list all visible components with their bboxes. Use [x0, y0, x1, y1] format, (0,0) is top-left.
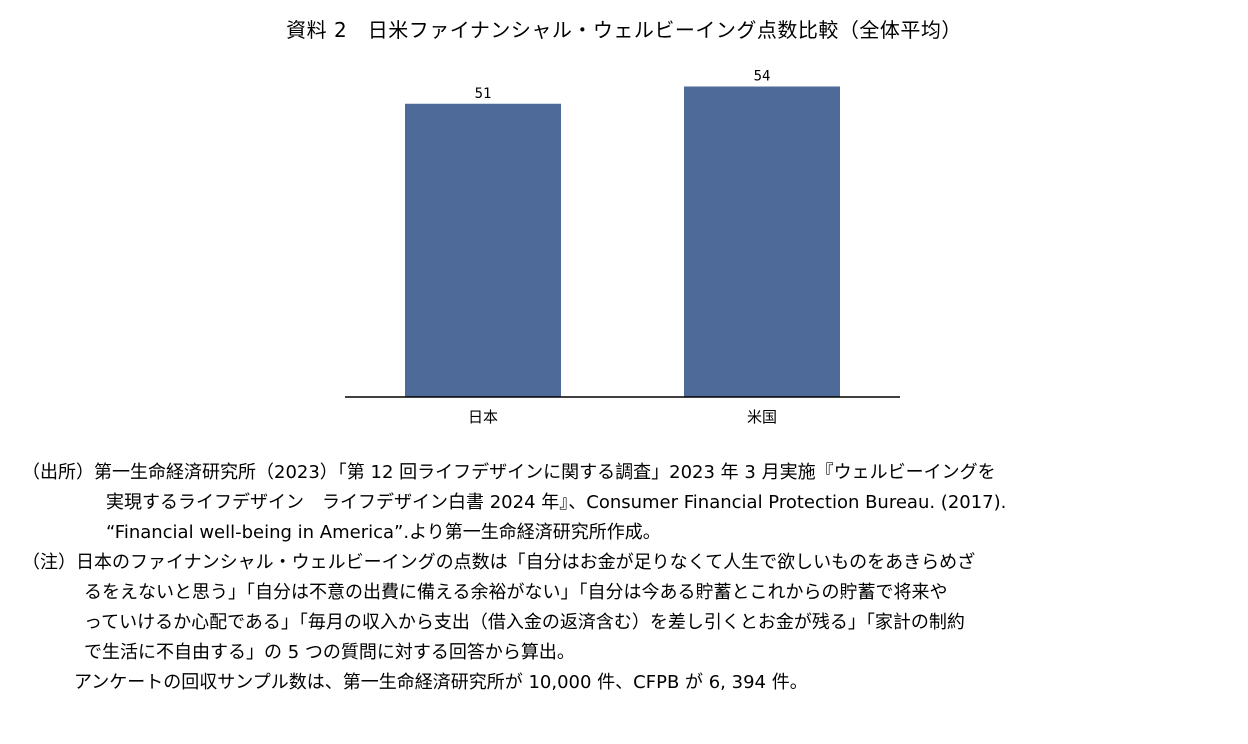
data-label-2: 54 [754, 69, 771, 85]
notes-section: （出所）第一生命経済研究所（2023）「第 12 回ライフデザインに関する調査」… [22, 458, 1232, 698]
note-line-2: るをえないと思う」「自分は不意の出費に備える余裕がない」「自分は今ある貯蓄とこれ… [84, 582, 948, 603]
source-line-3: “Financial well-being in America”.より第一生命… [106, 522, 661, 543]
sample-count-line: アンケートの回収サンプル数は、第一生命経済研究所が 10,000 件、CFPB … [74, 672, 808, 693]
category-label-2: 米国 [747, 408, 777, 426]
source-line-2: 実現するライフデザイン ライフデザイン白書 2024 年』、Consumer F… [106, 492, 1007, 513]
category-label-1: 日本 [468, 408, 498, 426]
note-line-4: で生活に不自由する」の 5 つの質問に対する回答から算出。 [84, 642, 575, 663]
source-line-1: （出所）第一生命経済研究所（2023）「第 12 回ライフデザインに関する調査」… [22, 462, 996, 483]
bar-1 [405, 103, 561, 397]
bars-group [405, 86, 840, 397]
labels-group: 51 日本 54 米国 [468, 69, 777, 427]
bar-2 [684, 86, 840, 397]
bar-chart: 51 日本 54 米国 [345, 69, 900, 427]
note-line-1: （注）日本のファイナンシャル・ウェルビーイングの点数は「自分はお金が足りなくて人… [22, 552, 976, 573]
chart-title: 資料 2 日米ファイナンシャル・ウェルビーイング点数比較（全体平均） [286, 18, 962, 42]
note-line-3: っていけるか心配である」「毎月の収入から支出（借入金の返済含む）を差し引くとお金… [84, 612, 965, 633]
data-label-1: 51 [475, 86, 492, 102]
